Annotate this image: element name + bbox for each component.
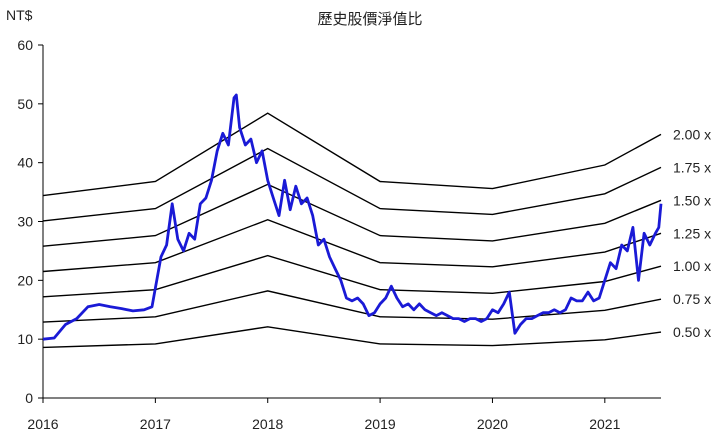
pb-band-label: 0.50 x	[673, 324, 711, 340]
y-tick-label: 20	[17, 272, 33, 288]
y-tick-label: 0	[25, 390, 33, 406]
x-tick-label: 2021	[589, 416, 620, 432]
pb-band-line	[42, 326, 662, 349]
pb-band-label: 1.25 x	[673, 225, 711, 241]
pb-band-line	[42, 290, 662, 323]
pb-band-label: 1.75 x	[673, 159, 711, 175]
pb-band-line	[42, 254, 662, 298]
pb-band-label: 1.00 x	[673, 258, 711, 274]
pb-band-label: 1.50 x	[673, 192, 711, 208]
x-tick-label: 2016	[27, 416, 58, 432]
price-series	[42, 93, 663, 341]
x-tick-label: 2020	[477, 416, 508, 432]
price-line	[42, 93, 663, 341]
band-labels: 0.50 x 0.75 x 1.00 x 1.25 x 1.50 x 1.75 x 2.00…	[673, 126, 711, 340]
axes: 0 10 20 30 40 50 60 2016 2017 2018 2019 2020 2021	[17, 37, 661, 432]
pb-bands	[42, 112, 662, 349]
chart-title: 歷史股價淨值比	[317, 11, 422, 28]
x-tick-label: 2018	[252, 416, 283, 432]
y-tick-label: 30	[17, 214, 33, 230]
y-tick-label: 60	[17, 37, 33, 53]
x-tick-label: 2019	[365, 416, 396, 432]
y-axis-label: NT$	[6, 7, 33, 23]
x-tick-label: 2017	[140, 416, 171, 432]
pb-band-label: 0.75 x	[673, 291, 711, 307]
pb-band-line	[42, 183, 662, 247]
pb-band-line	[42, 218, 662, 273]
y-tick-label: 10	[17, 331, 33, 347]
y-tick-label: 50	[17, 96, 33, 112]
pb-band-line	[42, 112, 662, 197]
y-tick-label: 40	[17, 155, 33, 171]
pb-band-label: 2.00 x	[673, 126, 711, 142]
pb-band-line	[42, 147, 662, 222]
